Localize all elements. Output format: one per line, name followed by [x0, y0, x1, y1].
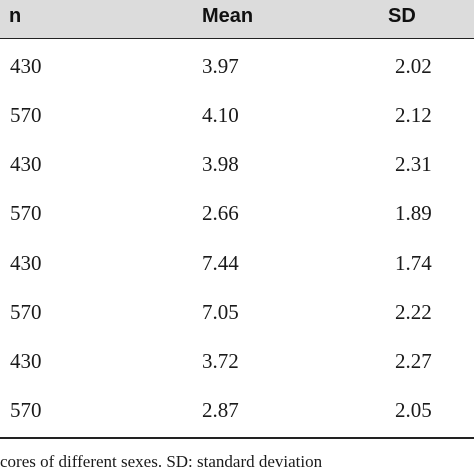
cell-sd: 2.22 — [395, 300, 432, 324]
table-footnote: cores of different sexes. SD: standard d… — [0, 452, 323, 471]
table-row: 570 4.10 2.12 — [0, 92, 474, 141]
cell-n: 430 — [10, 251, 42, 275]
table-row: 430 3.72 2.27 — [0, 338, 474, 387]
table-row: 570 2.66 1.89 — [0, 190, 474, 239]
cell-mean: 2.66 — [202, 201, 239, 225]
table-row: 570 7.05 2.22 — [0, 289, 474, 338]
table-row: 570 2.87 2.05 — [0, 387, 474, 436]
cell-sd: 2.31 — [395, 152, 432, 176]
header-sd: SD — [388, 5, 416, 27]
table-row: 430 3.98 2.31 — [0, 141, 474, 190]
header-rule — [0, 38, 474, 39]
cell-sd: 1.89 — [395, 201, 432, 225]
cell-n: 570 — [10, 300, 42, 324]
cell-n: 430 — [10, 152, 42, 176]
cell-mean: 3.97 — [202, 54, 239, 78]
table-row: 430 7.44 1.74 — [0, 240, 474, 289]
cell-sd: 2.27 — [395, 349, 432, 373]
cell-sd: 2.02 — [395, 54, 432, 78]
header-mean: Mean — [202, 5, 254, 27]
table-row: 430 3.97 2.02 — [0, 43, 474, 92]
cell-mean: 3.98 — [202, 152, 239, 176]
cell-n: 430 — [10, 349, 42, 373]
cell-n: 570 — [10, 103, 42, 127]
table-bottom-rule — [0, 437, 474, 439]
cell-mean: 7.05 — [202, 300, 239, 324]
cell-sd: 1.74 — [395, 251, 432, 275]
cell-mean: 7.44 — [202, 251, 239, 275]
cell-n: 570 — [10, 398, 42, 422]
cell-mean: 4.10 — [202, 103, 239, 127]
cell-n: 430 — [10, 54, 42, 78]
cell-mean: 3.72 — [202, 349, 239, 373]
cell-sd: 2.05 — [395, 398, 432, 422]
cell-n: 570 — [10, 201, 42, 225]
cell-mean: 2.87 — [202, 398, 239, 422]
header-n: n — [9, 5, 22, 27]
cell-sd: 2.12 — [395, 103, 432, 127]
table-header: n Mean SD — [0, 0, 474, 38]
